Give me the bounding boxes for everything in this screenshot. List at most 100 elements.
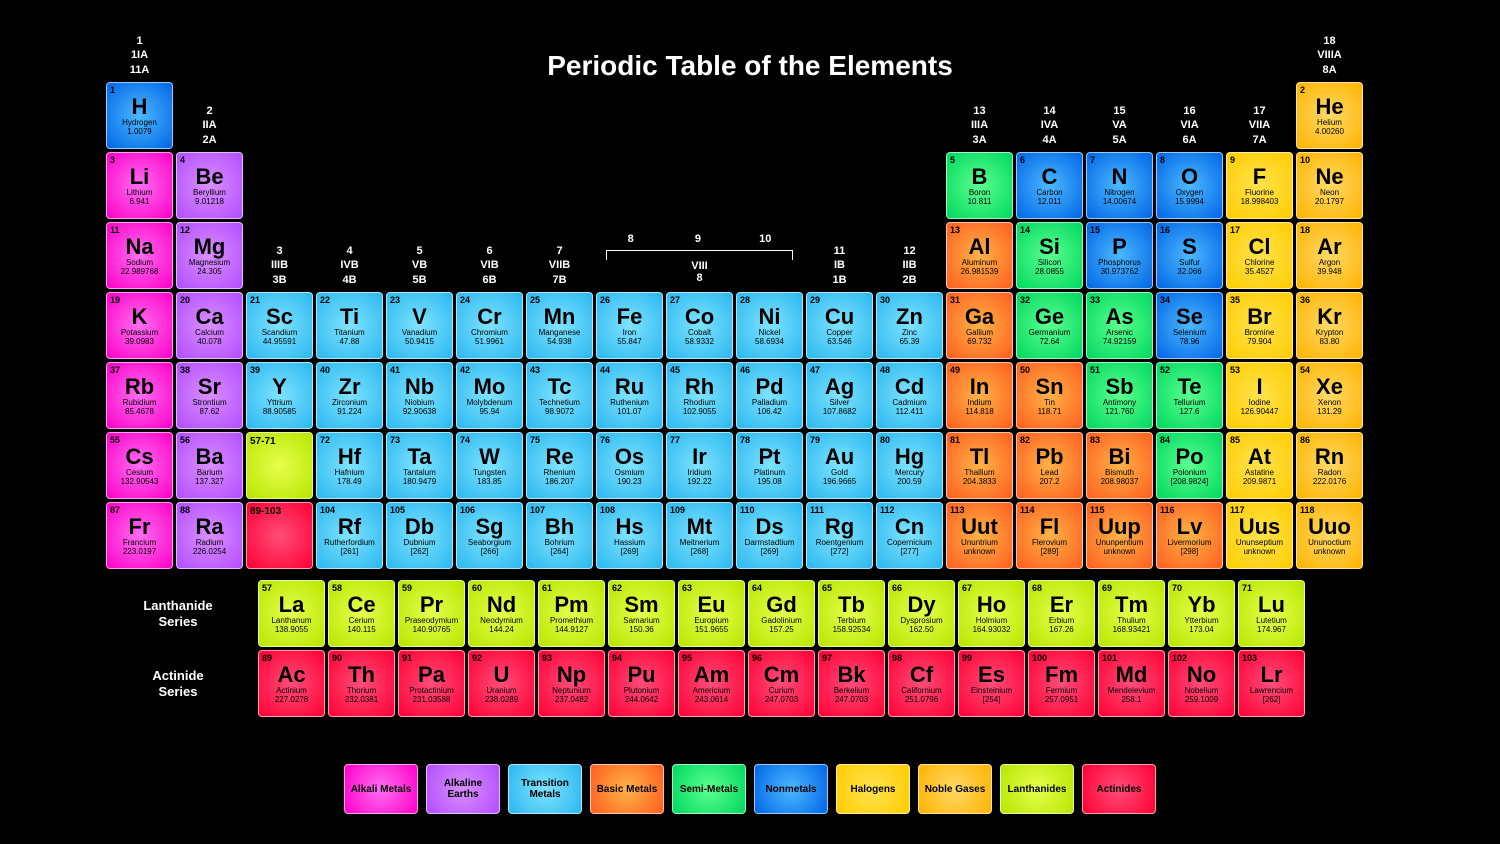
lanthanide-series-label: LanthanideSeries bbox=[113, 598, 243, 629]
atomic-mass: 247.0703 bbox=[822, 695, 881, 704]
element-cell-Cn: 112CnCopernicium[277] bbox=[876, 502, 943, 569]
element-symbol: Am bbox=[682, 664, 741, 686]
element-cell-Ds: 110DsDarmstadtium[269] bbox=[736, 502, 803, 569]
element-symbol: Y bbox=[250, 376, 309, 398]
element-symbol: K bbox=[110, 306, 169, 328]
element-symbol: Tc bbox=[530, 376, 589, 398]
element-cell-Sm: 62SmSamarium150.36 bbox=[608, 580, 675, 647]
category-legend: Alkali MetalsAlkaline EarthsTransition M… bbox=[0, 764, 1500, 814]
element-name: Technetium bbox=[530, 398, 589, 407]
element-symbol: U bbox=[472, 664, 531, 686]
element-cell-Ho: 67HoHolmium164.93032 bbox=[958, 580, 1025, 647]
atomic-mass: 180.9479 bbox=[390, 477, 449, 486]
element-cell-Yb: 70YbYtterbium173.04 bbox=[1168, 580, 1235, 647]
element-name: Ununtrium bbox=[950, 538, 1009, 547]
element-name: Plutonium bbox=[612, 686, 671, 695]
element-name: Europium bbox=[682, 616, 741, 625]
element-cell-Ru: 44RuRuthenium101.07 bbox=[596, 362, 663, 429]
element-symbol: Ti bbox=[320, 306, 379, 328]
atomic-mass: 223.0197 bbox=[110, 547, 169, 556]
element-name: Oxygen bbox=[1160, 188, 1219, 197]
element-name: Hydrogen bbox=[110, 118, 169, 127]
element-name: Chromium bbox=[460, 328, 519, 337]
element-cell-F: 9FFluorine18.998403 bbox=[1226, 152, 1293, 219]
group-header-col-0: 11IA11A bbox=[106, 34, 173, 77]
element-name: Phosphorus bbox=[1090, 258, 1149, 267]
atomic-mass: 35.4527 bbox=[1230, 267, 1289, 276]
atomic-mass: 83.80 bbox=[1300, 337, 1359, 346]
element-name: Hafnium bbox=[320, 468, 379, 477]
element-cell-Be: 4BeBeryllium9.01218 bbox=[176, 152, 243, 219]
element-name: Ununseptium bbox=[1230, 538, 1289, 547]
element-symbol: Ir bbox=[670, 446, 729, 468]
element-symbol: Pd bbox=[740, 376, 799, 398]
atomic-mass: 157.25 bbox=[752, 625, 811, 634]
element-cell-Ce: 58CeCerium140.115 bbox=[328, 580, 395, 647]
element-symbol: Ge bbox=[1020, 306, 1079, 328]
element-cell-Ni: 28NiNickel58.6934 bbox=[736, 292, 803, 359]
atomic-mass: 72.64 bbox=[1020, 337, 1079, 346]
element-name: Bohrium bbox=[530, 538, 589, 547]
atomic-mass: 69.732 bbox=[950, 337, 1009, 346]
atomic-mass: 238.0289 bbox=[472, 695, 531, 704]
element-cell-As: 33AsArsenic74.92159 bbox=[1086, 292, 1153, 359]
element-cell-Uut: 113UutUnuntriumunknown bbox=[946, 502, 1013, 569]
element-cell-Gd: 64GdGadolinium157.25 bbox=[748, 580, 815, 647]
element-cell-Eu: 63EuEuropium151.9655 bbox=[678, 580, 745, 647]
atomic-mass: 6.941 bbox=[110, 197, 169, 206]
element-name: Tin bbox=[1020, 398, 1079, 407]
element-symbol: Ga bbox=[950, 306, 1009, 328]
atomic-mass: 209.9871 bbox=[1230, 477, 1289, 486]
element-symbol: Kr bbox=[1300, 306, 1359, 328]
atomic-mass: 51.9961 bbox=[460, 337, 519, 346]
atomic-mass: 244.0642 bbox=[612, 695, 671, 704]
atomic-mass: 22.989768 bbox=[110, 267, 169, 276]
element-name: Samarium bbox=[612, 616, 671, 625]
element-name: Nickel bbox=[740, 328, 799, 337]
element-symbol: Np bbox=[542, 664, 601, 686]
element-symbol: Fe bbox=[600, 306, 659, 328]
element-symbol: Er bbox=[1032, 594, 1091, 616]
element-symbol: B bbox=[950, 166, 1009, 188]
atomic-mass: 121.760 bbox=[1090, 407, 1149, 416]
element-name: Actinium bbox=[262, 686, 321, 695]
element-symbol: Sn bbox=[1020, 376, 1079, 398]
atomic-mass: 58.6934 bbox=[740, 337, 799, 346]
element-name: Arsenic bbox=[1090, 328, 1149, 337]
atomic-mass: 208.98037 bbox=[1090, 477, 1149, 486]
element-symbol: Hg bbox=[880, 446, 939, 468]
atomic-mass: 259.1009 bbox=[1172, 695, 1231, 704]
element-symbol: Bk bbox=[822, 664, 881, 686]
atomic-mass: 18.998403 bbox=[1230, 197, 1289, 206]
element-symbol: H bbox=[110, 96, 169, 118]
element-symbol: Al bbox=[950, 236, 1009, 258]
element-name: Tantalum bbox=[390, 468, 449, 477]
element-name: Argon bbox=[1300, 258, 1359, 267]
element-cell-Dy: 66DyDysprosium162.50 bbox=[888, 580, 955, 647]
element-cell-B: 5BBoron10.811 bbox=[946, 152, 1013, 219]
element-cell-Bk: 97BkBerkelium247.0703 bbox=[818, 650, 885, 717]
element-name: Manganese bbox=[530, 328, 589, 337]
element-symbol: Pb bbox=[1020, 446, 1079, 468]
element-cell-Tm: 69TmThulium168.93421 bbox=[1098, 580, 1165, 647]
element-symbol: Db bbox=[390, 516, 449, 538]
element-cell-Bh: 107BhBohrium[264] bbox=[526, 502, 593, 569]
element-cell-Li: 3LiLithium6.941 bbox=[106, 152, 173, 219]
element-symbol: Nb bbox=[390, 376, 449, 398]
element-name: Fermium bbox=[1032, 686, 1091, 695]
atomic-mass: unknown bbox=[1090, 547, 1149, 556]
element-symbol: Cf bbox=[892, 664, 951, 686]
element-cell-Lu: 71LuLutetium174.967 bbox=[1238, 580, 1305, 647]
element-symbol: Mn bbox=[530, 306, 589, 328]
atomic-mass: 178.49 bbox=[320, 477, 379, 486]
element-cell-Se: 34SeSelenium78.96 bbox=[1156, 292, 1223, 359]
element-symbol: At bbox=[1230, 446, 1289, 468]
element-symbol: Cs bbox=[110, 446, 169, 468]
element-cell-Md: 101MdMendelevium258.1 bbox=[1098, 650, 1165, 717]
element-symbol: Ru bbox=[600, 376, 659, 398]
atomic-mass: [272] bbox=[810, 547, 869, 556]
group-header-col-16: 17VIIA7A bbox=[1226, 104, 1293, 147]
legend-nonmetal: Nonmetals bbox=[754, 764, 828, 814]
atomic-mass: 251.0796 bbox=[892, 695, 951, 704]
element-name: Iodine bbox=[1230, 398, 1289, 407]
